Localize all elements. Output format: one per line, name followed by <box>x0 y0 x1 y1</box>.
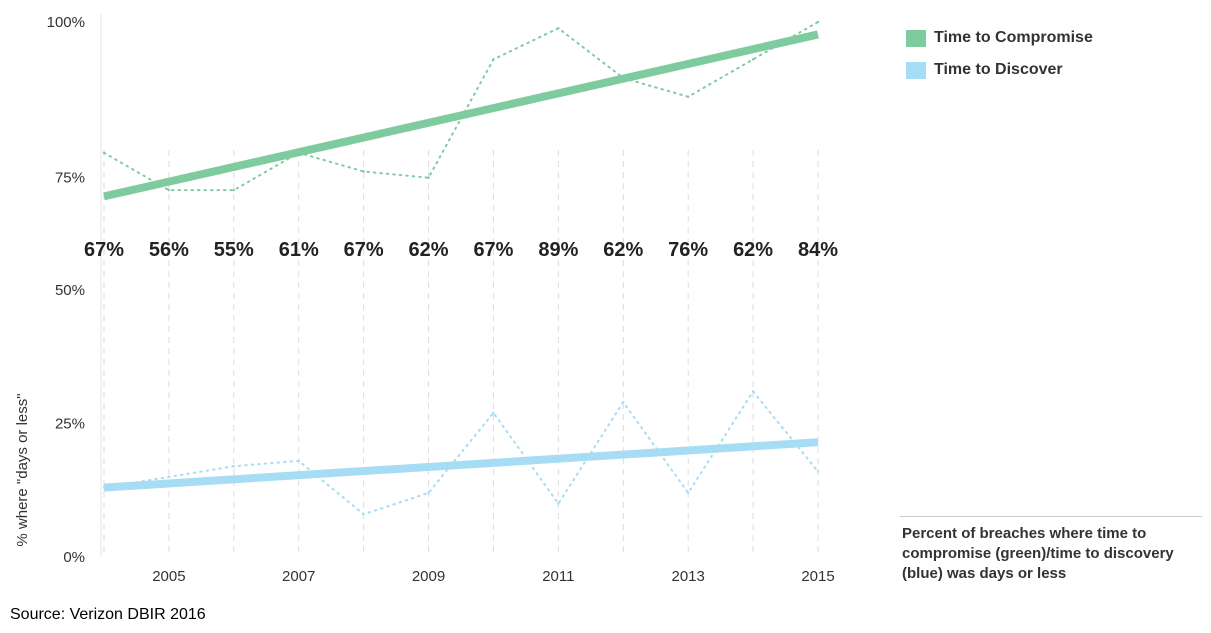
data-point-1-2013 <box>686 491 690 495</box>
legend-swatch-compromise <box>906 29 926 47</box>
y-tick-upper-75: 75% <box>55 170 85 187</box>
data-point-1-2009 <box>427 491 430 495</box>
vertical-gridlines <box>103 150 819 557</box>
chart-caption: Percent of breaches where time to compro… <box>902 525 1174 582</box>
x-tick-2005: 2005 <box>152 568 185 585</box>
data-point-0-2012 <box>622 76 625 80</box>
gap-label-2007: 61% <box>279 239 319 261</box>
x-tick-2009: 2009 <box>412 568 445 585</box>
data-point-1-2006 <box>232 465 236 468</box>
legend-item-compromise: Time to Compromise <box>906 22 1093 54</box>
data-point-0-2014 <box>751 58 755 61</box>
y-tick-upper-100: 100% <box>47 14 85 31</box>
source-note: Source: Verizon DBIR 2016 <box>10 606 206 623</box>
data-point-1-2005 <box>167 475 171 479</box>
data-point-0-2006 <box>232 188 236 192</box>
trend-line-0 <box>103 30 819 201</box>
series-line-0 <box>103 21 819 192</box>
data-point-0-2004 <box>102 151 106 154</box>
y-tick-lower-0: 0% <box>63 549 85 566</box>
y-axis-label: % where "days or less" <box>14 393 31 546</box>
gap-label-2009: 62% <box>409 239 449 261</box>
series-lines <box>102 20 820 516</box>
data-point-1-2004 <box>102 486 106 489</box>
data-point-1-2014 <box>751 390 755 393</box>
gap-label-2013: 76% <box>668 239 708 261</box>
data-point-0-2007 <box>297 151 300 154</box>
axis-ticks: 75% 100% 0% 25% 50% 2005 2007 2009 2011 2013 2015 <box>47 14 835 585</box>
gap-labels: 67% 56% 55% 61% 67% 62% 67% 89% 62% 76% 62% 84% <box>84 239 838 261</box>
x-tick-2015: 2015 <box>801 568 834 585</box>
gap-label-2012: 62% <box>603 239 643 261</box>
data-point-0-2009 <box>427 176 430 179</box>
legend-label-discover: Time to Discover <box>934 61 1063 78</box>
legend-label-compromise: Time to Compromise <box>934 29 1093 46</box>
gap-label-2015: 84% <box>798 239 838 261</box>
x-tick-2011: 2011 <box>542 568 574 585</box>
gap-label-2014: 62% <box>733 239 773 261</box>
trend-line-1 <box>103 438 819 492</box>
gap-label-2010: 67% <box>473 239 513 261</box>
data-point-0-2015 <box>816 20 820 24</box>
gap-label-2011: 89% <box>538 239 578 261</box>
data-point-1-2007 <box>297 459 300 463</box>
y-tick-lower-50: 50% <box>55 282 85 299</box>
x-tick-2013: 2013 <box>671 568 704 585</box>
breach-timeline-chart: 75%100%0%25%50%2005 2007 2009 2011 2013 2015 … <box>14 14 838 585</box>
gap-label-2006: 55% <box>214 239 254 261</box>
gap-label-2004: 67% <box>84 239 124 261</box>
data-point-1-2010 <box>492 411 495 415</box>
legend: Time to Compromise Time to Discover <box>906 22 1093 86</box>
caption-divider <box>900 516 1202 517</box>
data-point-1-2012 <box>622 400 625 404</box>
data-point-0-2011 <box>557 27 560 30</box>
gap-label-2008: 67% <box>344 239 384 261</box>
y-tick-lower-25: 25% <box>55 416 85 433</box>
data-point-1-2008 <box>362 513 365 516</box>
x-tick-2007: 2007 <box>282 568 315 585</box>
data-point-1-2011 <box>557 502 560 505</box>
data-point-0-2010 <box>492 58 495 61</box>
data-point-0-2008 <box>362 170 365 173</box>
legend-item-discover: Time to Discover <box>906 54 1093 86</box>
data-point-0-2013 <box>686 95 690 98</box>
data-point-0-2005 <box>167 188 171 192</box>
data-point-1-2015 <box>816 470 820 473</box>
legend-swatch-discover <box>906 61 926 79</box>
gap-label-2005: 56% <box>149 239 189 261</box>
